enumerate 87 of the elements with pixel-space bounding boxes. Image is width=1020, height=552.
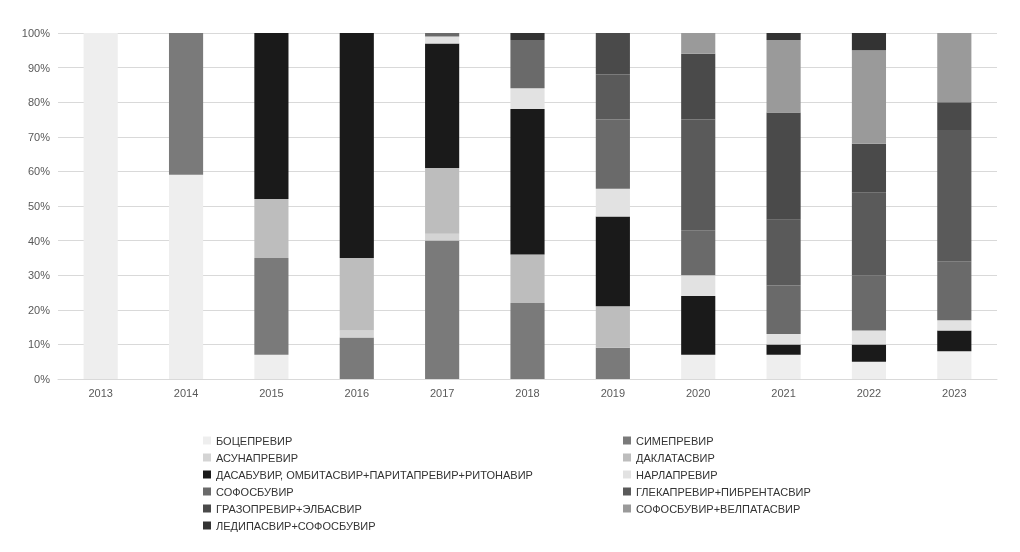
y-tick-label: 30%	[27, 269, 51, 282]
legend-label: ГРАЗОПРЕВИР+ЭЛБАСВИР	[216, 502, 362, 515]
x-tick-label: 2013	[88, 386, 113, 399]
bar	[339, 337, 374, 379]
bar	[510, 39, 545, 89]
bar	[595, 74, 630, 120]
bar	[681, 33, 716, 54]
y-tick-label: 80%	[27, 96, 51, 109]
y-tick-label: 10%	[27, 338, 51, 351]
legend-label: ЛЕДИПАСВИР+СОФОСБУВИР	[216, 519, 376, 532]
bar	[595, 33, 630, 75]
bar	[254, 33, 289, 200]
bar	[766, 285, 801, 335]
legend-label: БОЦЕПРЕВИР	[216, 434, 293, 447]
bar	[766, 33, 801, 40]
bar	[851, 33, 887, 51]
bar	[937, 351, 972, 379]
bar	[766, 39, 801, 113]
y-tick-label: 0%	[34, 373, 51, 385]
bar	[851, 192, 887, 276]
bar	[425, 43, 460, 168]
x-tick-label: 2023	[942, 386, 967, 399]
bar	[168, 174, 204, 379]
bar	[937, 320, 972, 331]
bar	[595, 216, 630, 307]
y-tick-label: 70%	[27, 130, 51, 143]
bar	[83, 33, 118, 379]
bar	[937, 102, 972, 130]
bar	[425, 36, 460, 44]
bar	[168, 33, 204, 175]
bar	[766, 112, 801, 220]
bar	[254, 257, 289, 355]
bar	[681, 53, 716, 120]
legend-label: ГЛЕКАПРЕВИР+ПИБРЕНТАСВИР	[636, 485, 811, 498]
y-tick-label: 50%	[27, 200, 51, 212]
bar	[937, 261, 972, 321]
bar	[937, 129, 972, 262]
bar	[937, 330, 972, 352]
x-tick-label: 2015	[259, 386, 284, 399]
legend-label: СИМЕПРЕВИР	[636, 434, 714, 447]
bar	[425, 240, 460, 379]
bar	[510, 33, 545, 40]
bar	[339, 257, 374, 331]
x-tick-label: 2018	[515, 386, 540, 399]
y-tick-label: 20%	[27, 303, 51, 316]
y-tick-label: 90%	[27, 61, 51, 74]
bar	[937, 33, 972, 103]
legend-label: ДАСАБУВИР, ОМБИТАСВИР+ПАРИТАПРЕВИР+РИТОНАВИР	[216, 468, 533, 481]
bar	[510, 254, 545, 303]
bar	[254, 354, 289, 379]
bar	[510, 109, 545, 255]
legend-label: СОФОСБУВИР+ВЕЛПАТАСВИР	[636, 502, 801, 515]
bar	[595, 306, 630, 348]
x-tick-label: 2016	[344, 386, 370, 399]
bar	[851, 361, 887, 379]
bar	[595, 119, 630, 189]
legend-label: СОФОСБУВИР	[216, 485, 294, 498]
bar	[681, 354, 716, 379]
x-tick-label: 2014	[173, 386, 199, 399]
bar	[851, 143, 887, 193]
bar	[851, 275, 887, 331]
bar	[339, 33, 374, 258]
bar	[425, 167, 460, 234]
bar	[766, 334, 801, 345]
bar	[851, 330, 887, 345]
x-tick-label: 2021	[771, 386, 796, 399]
bar	[766, 219, 801, 286]
y-tick-label: 60%	[27, 165, 51, 178]
x-tick-label: 2019	[600, 386, 626, 399]
bar	[254, 199, 289, 258]
bar	[766, 354, 801, 379]
bar	[851, 344, 887, 362]
bar	[766, 344, 801, 355]
legend-label: ДАКЛАТАСВИР	[636, 451, 715, 464]
bar	[851, 50, 887, 144]
bar	[681, 119, 716, 231]
x-tick-label: 2017	[429, 386, 455, 399]
bar	[510, 302, 545, 379]
bar	[595, 347, 630, 379]
bar	[681, 230, 716, 276]
y-tick-label: 100%	[21, 27, 51, 39]
x-tick-label: 2020	[685, 386, 711, 399]
legend-label: НАРЛАПРЕВИР	[636, 468, 718, 481]
legend-label: АСУНАПРЕВИР	[216, 451, 298, 464]
x-tick-label: 2022	[856, 386, 882, 399]
bar	[681, 295, 716, 355]
y-tick-label: 40%	[27, 234, 51, 247]
